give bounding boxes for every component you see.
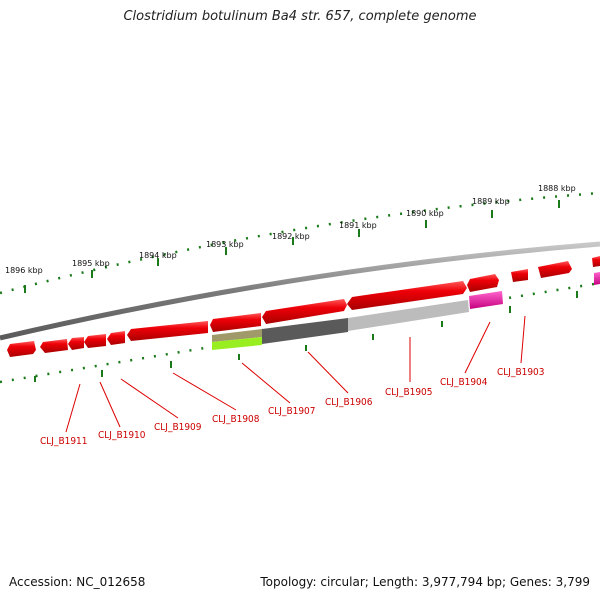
scale-label: 1888 kbp (538, 184, 576, 193)
forward-genes (511, 256, 600, 285)
scale-label: 1891 kbp (339, 221, 377, 230)
leader-line-b1908 (172, 372, 237, 411)
accession-label: Accession: NC_012658 (9, 575, 146, 589)
scale-label: 1894 kbp (139, 251, 177, 260)
scale-label: 1892 kbp (272, 232, 310, 241)
gene-labels: CLJ_B1911 CLJ_B1910 CLJ_B1909 CLJ_B1908 … (40, 367, 545, 447)
leader-line-b1904 (464, 321, 491, 374)
gene-clj-b1907 (210, 313, 261, 332)
scale-label: 1889 kbp (472, 197, 510, 206)
gene-label: CLJ_B1904 (440, 377, 488, 388)
gene-label: CLJ_B1905 (385, 387, 433, 398)
gene-label: CLJ_B1910 (98, 430, 146, 441)
gene-clj-b1910 (40, 339, 68, 353)
gene-label: CLJ_B1911 (40, 436, 88, 447)
gene-label: CLJ_B1906 (325, 397, 373, 408)
map-title: Clostridium botulinum Ba4 str. 657, comp… (123, 9, 477, 24)
gene-clj-b1905 (347, 281, 467, 310)
gene-forward (511, 269, 528, 282)
gene-forward (592, 256, 600, 267)
gene-forward (538, 261, 572, 278)
outer-major-ticks (24, 200, 560, 293)
scale-labels: 1896 kbp 1895 kbp 1894 kbp 1893 kbp 1892… (5, 184, 576, 275)
gene-label: CLJ_B1908 (212, 414, 260, 425)
leader-line-b1911 (65, 383, 81, 433)
gene-label: CLJ_B1909 (154, 422, 202, 433)
leader-line-b1910 (99, 381, 121, 428)
bar-pink (469, 291, 503, 309)
gene-forward-pink (594, 272, 600, 285)
gene-clj-b1911 (7, 341, 36, 357)
scale-label: 1895 kbp (72, 259, 110, 268)
gene-clj-b1906 (262, 299, 347, 324)
bar-olive (212, 329, 262, 342)
inner-major-ticks (34, 291, 578, 382)
leader-line-b1909 (120, 378, 179, 419)
feature-bars (212, 291, 503, 350)
gene-label: CLJ_B1903 (497, 367, 545, 378)
leader-lines (65, 315, 526, 433)
gene-lane (7, 274, 499, 357)
bar-lime (212, 337, 262, 350)
gene-label: CLJ_B1907 (268, 406, 316, 417)
genome-backbone (0, 241, 600, 341)
gene-clj-b1908 (127, 321, 208, 341)
inner-scale-ring (0, 281, 600, 384)
gene-clj-b1909 (84, 334, 106, 348)
bar-light-gray (348, 300, 469, 331)
scale-label: 1896 kbp (5, 266, 43, 275)
leader-line-b1907 (241, 362, 291, 404)
leader-line-b1903 (520, 315, 526, 364)
bar-dark-gray (262, 318, 348, 344)
gene-clj-b1904 (467, 274, 499, 292)
leader-line-b1906 (307, 351, 349, 394)
gene-clj-b1910b (68, 337, 84, 350)
scale-label: 1890 kbp (406, 209, 444, 218)
topology-label: Topology: circular; Length: 3,977,794 bp… (260, 575, 590, 589)
gene-clj-b1909b (107, 331, 125, 345)
scale-label: 1893 kbp (206, 240, 244, 249)
inner-scale-dots (0, 281, 600, 384)
